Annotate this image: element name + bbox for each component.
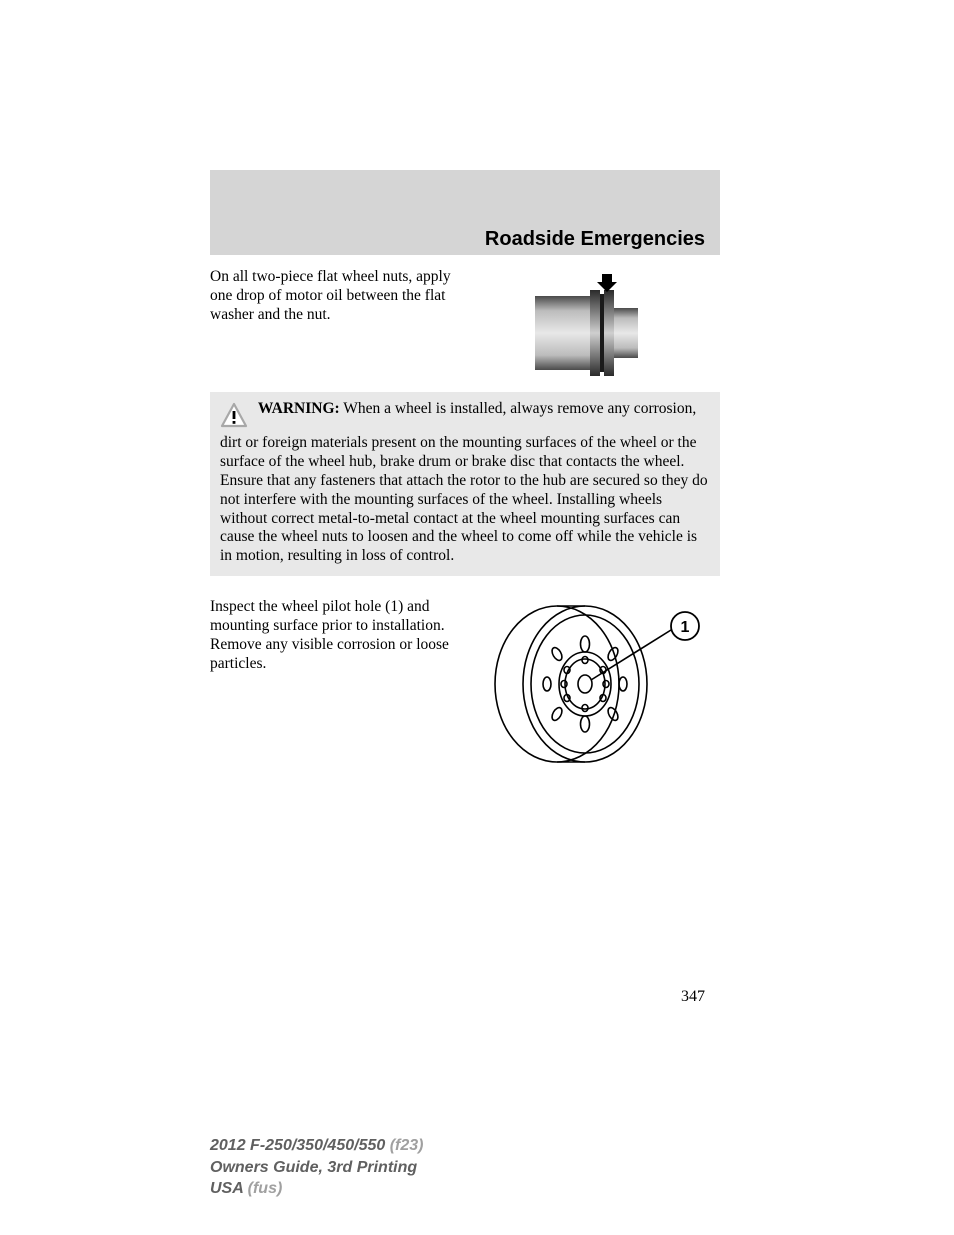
footer-code-1: (f23) — [385, 1137, 423, 1154]
wheel-nut-icon — [525, 268, 645, 388]
paragraph-1: On all two-piece flat wheel nuts, apply … — [210, 268, 460, 388]
callout-1-label: 1 — [681, 619, 690, 636]
warning-text: When a wheel is installed, always remove… — [220, 400, 708, 564]
footer-region: USA — [210, 1180, 243, 1197]
warning-triangle-icon — [220, 402, 248, 434]
page-number: 347 — [210, 988, 705, 1006]
wheel-nut-figure — [470, 268, 700, 388]
footer-line-1: 2012 F-250/350/450/550 (f23) — [210, 1135, 720, 1157]
footer-model: 2012 F-250/350/450/550 — [210, 1137, 385, 1154]
paragraph-2: Inspect the wheel pilot hole (1) and mou… — [210, 598, 470, 768]
wheel-figure: 1 — [480, 598, 720, 768]
footer: 2012 F-250/350/450/550 (f23) Owners Guid… — [210, 1135, 720, 1200]
paragraph-with-wheel-figure: Inspect the wheel pilot hole (1) and mou… — [210, 598, 720, 768]
wheel-icon: 1 — [485, 598, 715, 768]
footer-line-2: Owners Guide, 3rd Printing — [210, 1157, 720, 1179]
footer-line-3: USA (fus) — [210, 1178, 720, 1200]
footer-code-2: (fus) — [243, 1180, 282, 1197]
warning-box: WARNING: When a wheel is installed, alwa… — [210, 392, 720, 576]
paragraph-with-nut-figure: On all two-piece flat wheel nuts, apply … — [210, 268, 720, 388]
warning-label: WARNING: — [258, 400, 340, 417]
section-title: Roadside Emergencies — [210, 228, 705, 251]
